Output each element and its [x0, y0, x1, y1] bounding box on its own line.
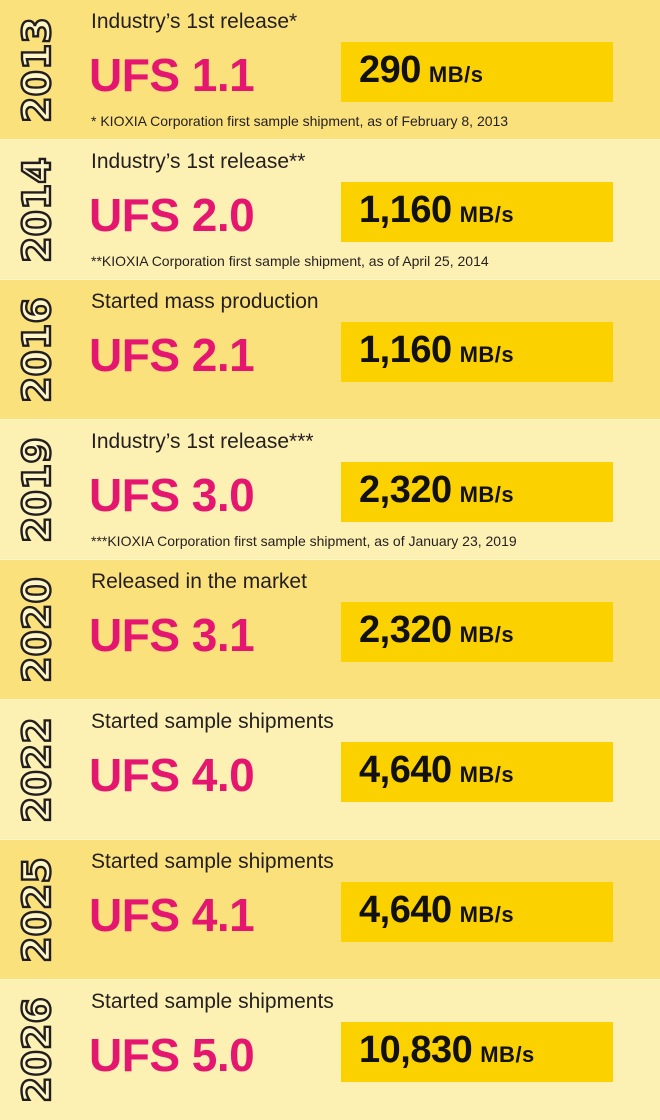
speed-unit: MB/s	[459, 342, 515, 367]
timeline-row-2013: 2013 Industry’s 1st release* UFS 1.1 290…	[0, 0, 660, 140]
speed-value: 2,320 MB/s	[359, 609, 514, 652]
year-label: 2026	[14, 996, 60, 1104]
speed-value: 1,160 MB/s	[359, 329, 514, 372]
model-name: UFS 3.1	[89, 609, 255, 661]
speed-number: 2,320	[359, 469, 452, 511]
model-name: UFS 4.0	[89, 749, 255, 801]
speed-number: 4,640	[359, 749, 452, 791]
year-label: 2022	[14, 716, 60, 824]
speed-value: 290 MB/s	[359, 49, 483, 92]
status-text: Started mass production	[91, 290, 319, 313]
speed-number: 10,830	[359, 1029, 473, 1071]
speed-unit: MB/s	[459, 902, 515, 927]
status-text: Released in the market	[91, 570, 307, 593]
model-name: UFS 2.0	[89, 189, 255, 241]
speed-box: 1,160 MB/s	[341, 322, 613, 382]
year-label: 2025	[14, 856, 60, 964]
year-label: 2016	[14, 296, 60, 404]
speed-box: 2,320 MB/s	[341, 602, 613, 662]
timeline-row-2016: 2016 Started mass production UFS 2.1 1,1…	[0, 280, 660, 420]
speed-box: 2,320 MB/s	[341, 462, 613, 522]
speed-unit: MB/s	[480, 1042, 535, 1067]
year-label: 2020	[14, 576, 60, 684]
year-label: 2013	[14, 16, 60, 124]
footnote: **KIOXIA Corporation first sample shipme…	[91, 253, 489, 269]
timeline-row-2019: 2019 Industry’s 1st release*** UFS 3.0 2…	[0, 420, 660, 560]
status-text: Started sample shipments	[91, 850, 334, 873]
speed-value: 4,640 MB/s	[359, 749, 514, 792]
footnote: * KIOXIA Corporation first sample shipme…	[91, 113, 509, 129]
status-text: Industry’s 1st release**	[91, 150, 306, 173]
speed-box: 290 MB/s	[341, 42, 613, 102]
model-name: UFS 2.1	[89, 329, 255, 381]
timeline-row-2014: 2014 Industry’s 1st release** UFS 2.0 1,…	[0, 140, 660, 280]
speed-box: 4,640 MB/s	[341, 882, 613, 942]
year-label: 2019	[14, 436, 60, 544]
timeline-row-2020: 2020 Released in the market UFS 3.1 2,32…	[0, 560, 660, 700]
status-text: Started sample shipments	[91, 710, 334, 733]
speed-value: 10,830 MB/s	[359, 1029, 535, 1072]
speed-unit: MB/s	[428, 62, 484, 87]
footnote: ***KIOXIA Corporation first sample shipm…	[91, 533, 517, 549]
timeline-row-2025: 2025 Started sample shipments UFS 4.1 4,…	[0, 840, 660, 980]
status-text: Started sample shipments	[91, 990, 334, 1013]
year-label: 2014	[14, 156, 60, 264]
status-text: Industry’s 1st release*	[91, 10, 298, 33]
model-name: UFS 4.1	[89, 889, 255, 941]
speed-number: 4,640	[359, 889, 452, 931]
speed-box: 4,640 MB/s	[341, 742, 613, 802]
model-name: UFS 5.0	[89, 1029, 255, 1081]
status-text: Industry’s 1st release***	[91, 430, 314, 453]
speed-value: 4,640 MB/s	[359, 889, 514, 932]
speed-box: 10,830 MB/s	[341, 1022, 613, 1082]
speed-unit: MB/s	[459, 622, 515, 647]
speed-number: 290	[359, 49, 421, 91]
model-name: UFS 3.0	[89, 469, 255, 521]
speed-unit: MB/s	[459, 482, 515, 507]
speed-number: 1,160	[359, 329, 452, 371]
model-name: UFS 1.1	[89, 49, 255, 101]
timeline-row-2022: 2022 Started sample shipments UFS 4.0 4,…	[0, 700, 660, 840]
speed-box: 1,160 MB/s	[341, 182, 613, 242]
speed-value: 1,160 MB/s	[359, 189, 514, 232]
speed-unit: MB/s	[459, 762, 515, 787]
timeline-row-2026: 2026 Started sample shipments UFS 5.0 10…	[0, 980, 660, 1120]
speed-number: 2,320	[359, 609, 452, 651]
speed-number: 1,160	[359, 189, 452, 231]
speed-unit: MB/s	[459, 202, 515, 227]
speed-value: 2,320 MB/s	[359, 469, 514, 512]
